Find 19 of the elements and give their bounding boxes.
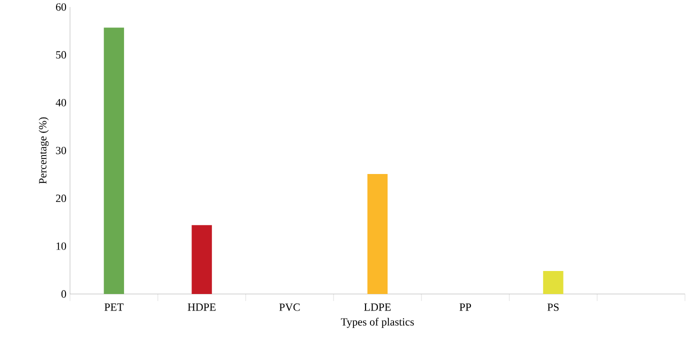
y-tick-label: 60 — [56, 3, 66, 11]
x-tick-label: HDPE — [188, 304, 216, 311]
x-tick-label: LDPE — [364, 304, 391, 311]
y-tick-label: 0 — [61, 290, 66, 298]
bar — [543, 271, 564, 294]
y-tick-label: 10 — [56, 242, 66, 250]
x-axis-title: Types of plastics — [340, 318, 414, 328]
y-tick-label: 40 — [56, 98, 66, 106]
x-tick-label: PET — [104, 304, 124, 311]
x-tick-label: PVC — [279, 304, 300, 311]
y-tick-label: 50 — [56, 51, 66, 59]
x-tick-label: PS — [547, 304, 559, 311]
bar — [367, 174, 388, 294]
bar — [104, 28, 124, 294]
y-tick-label: 30 — [56, 146, 66, 154]
bar — [192, 225, 212, 294]
y-axis-title: Percentage (%) — [38, 117, 49, 184]
y-tick-label: 20 — [56, 194, 66, 202]
x-tick-label: PP — [460, 304, 472, 311]
